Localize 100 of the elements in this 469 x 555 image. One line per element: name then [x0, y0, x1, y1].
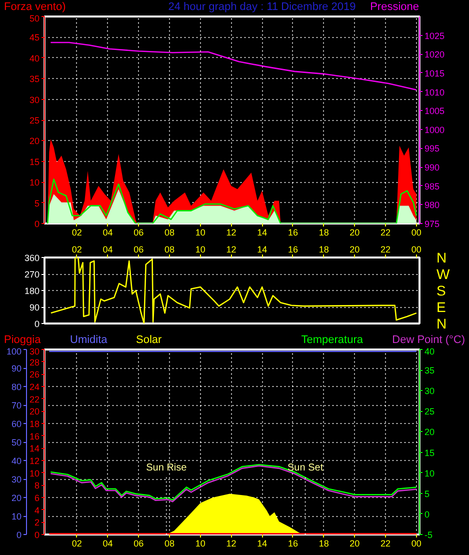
y2-tick-label: 40	[424, 346, 435, 356]
x-tick-label: 00	[411, 244, 422, 254]
ref-line-label: Sun Set	[288, 462, 324, 474]
x-tick-label: 08	[164, 538, 175, 548]
y3-tick-label: 8	[34, 480, 40, 491]
y-tick-label: 90	[11, 364, 22, 374]
x-tick-label: 04	[102, 228, 113, 238]
y2-tick-label: 1020	[424, 50, 445, 60]
y-tick-label: 60	[11, 419, 22, 429]
y-tick-label: 5	[34, 198, 40, 208]
x-tick-label: 20	[350, 228, 360, 238]
y-tick-label: 80	[11, 382, 22, 392]
y-tick-label: 45	[29, 32, 40, 43]
y-tick-label: 180	[24, 286, 40, 296]
x-tick-label: 10	[195, 538, 206, 548]
line-series	[50, 258, 418, 324]
y-tick-label: 25	[29, 116, 40, 126]
y2-tick-label: 1010	[424, 87, 445, 98]
x-tick-label: 22	[380, 244, 391, 254]
x-tick-label: 02	[72, 228, 82, 238]
y2-tick-label: 980	[424, 200, 440, 210]
y3-tick-label: 12	[29, 456, 40, 466]
text: Pioggia	[4, 333, 41, 347]
y-tick-label: 30	[29, 94, 40, 105]
y-tick-label: 360	[24, 253, 40, 263]
x-tick-label: 18	[318, 244, 329, 254]
y3-tick-label: 24	[29, 382, 40, 392]
x-tick-label: 22	[380, 228, 391, 238]
x-tick-label: 16	[288, 538, 298, 548]
x-tick-label: 16	[288, 228, 298, 238]
y3-tick-label: 28	[29, 357, 40, 368]
x-tick-label: 12	[226, 244, 236, 254]
x-tick-label: 12	[226, 538, 236, 548]
y-tick-label: 100	[6, 346, 22, 356]
series-label: Umidita	[70, 333, 108, 347]
line-series	[50, 42, 418, 91]
y-tick-label: 0	[16, 530, 22, 540]
y3-tick-label: 18	[29, 419, 40, 429]
y-tick-label: 50	[29, 14, 40, 24]
y-tick-label: 0	[34, 219, 40, 229]
text: Dew Point (°C)	[392, 333, 465, 347]
x-tick-label: 08	[164, 244, 175, 254]
y2-tick-label: 1015	[424, 68, 445, 78]
y3-tick-label: 6	[34, 493, 40, 503]
x-tick-label: 20	[350, 244, 360, 254]
y-tick-label: 10	[29, 178, 40, 188]
y-tick-label: 40	[11, 456, 22, 466]
x-tick-label: 16	[288, 244, 298, 254]
y3-tick-label: 14	[29, 444, 40, 454]
y-tick-label: 10	[11, 512, 22, 522]
y2-tick-label: -5	[424, 530, 433, 540]
y-tick-label: 270	[24, 270, 40, 280]
text: Temperatura	[301, 333, 363, 347]
x-tick-label: 06	[134, 538, 144, 548]
text: N	[436, 316, 447, 332]
chart-title: 24 hour graph day : 11 Dicembre 2019	[168, 0, 356, 14]
y-tick-label: 70	[11, 400, 22, 410]
y-tick-label: 20	[11, 493, 22, 503]
y-tick-label: 40	[29, 53, 40, 64]
x-tick-label: 10	[195, 228, 206, 238]
y2-tick-label: 25	[424, 406, 435, 417]
y2-tick-label: 10	[424, 468, 435, 478]
x-tick-label: 20	[350, 538, 360, 548]
y2-tick-label: 975	[424, 219, 440, 229]
x-tick-label: 02	[72, 244, 82, 254]
y3-tick-label: 4	[34, 505, 40, 516]
y-tick-label: 0	[34, 319, 40, 329]
x-tick-label: 06	[134, 244, 144, 254]
x-tick-label: 14	[257, 538, 268, 548]
y2-tick-label: 995	[424, 144, 440, 154]
x-tick-label: 12	[226, 228, 236, 238]
y3-tick-label: 26	[29, 370, 40, 380]
y-tick-label: 30	[11, 474, 22, 484]
x-tick-label: 02	[72, 538, 82, 548]
ref-line-label: Sun Rise	[146, 462, 188, 474]
y2-tick-label: 1000	[424, 124, 445, 135]
x-tick-label: 14	[257, 244, 268, 254]
y-tick-label: 50	[11, 438, 22, 448]
y-axis-title: Forza vento)	[4, 0, 66, 14]
y3-tick-label: 16	[29, 431, 40, 442]
text: W	[436, 266, 450, 282]
x-tick-label: 10	[195, 244, 206, 254]
y2-tick-label: 35	[424, 366, 435, 376]
text: E	[436, 299, 446, 315]
y2-axis-title: Pressione	[370, 0, 419, 14]
y-tick-label: 35	[29, 74, 40, 84]
x-tick-label: 22	[380, 538, 391, 548]
y2-tick-label: 15	[424, 448, 435, 458]
x-tick-label: 04	[102, 244, 113, 254]
y3-tick-label: 22	[29, 394, 40, 404]
x-tick-label: 04	[102, 538, 113, 548]
x-tick-label: 08	[164, 228, 175, 238]
x-tick-label: 00	[411, 538, 422, 548]
y2-tick-label: 1005	[424, 106, 445, 116]
y2-tick-label: 30	[424, 386, 435, 396]
y3-tick-label: 2	[34, 518, 40, 528]
line-series	[46, 178, 418, 224]
text: N	[436, 250, 447, 266]
text: S	[436, 282, 446, 298]
x-tick-label: 18	[318, 538, 329, 548]
